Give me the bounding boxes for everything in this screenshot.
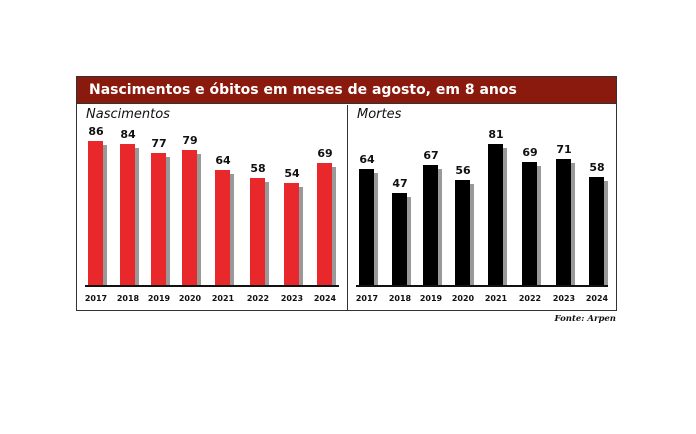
deaths-title: Mortes	[357, 107, 402, 122]
births-bar-shadow	[135, 147, 139, 285]
deaths-bar	[455, 180, 470, 285]
births-year-label: 2023	[280, 294, 304, 303]
deaths-year-label: 2021	[484, 294, 508, 303]
births-year-label: 2018	[116, 294, 140, 303]
deaths-bar-shadow	[470, 184, 474, 285]
births-year-label: 2024	[313, 294, 337, 303]
deaths-value-label: 58	[589, 161, 605, 175]
deaths-year-label: 2018	[388, 294, 412, 303]
deaths-bar	[488, 144, 503, 285]
deaths-value-label: 81	[488, 128, 504, 142]
births-value-label: 79	[182, 134, 198, 148]
deaths-bar-shadow	[438, 168, 442, 285]
deaths-value-label: 47	[392, 177, 408, 191]
deaths-bar-shadow	[571, 162, 575, 285]
births-bar	[88, 141, 103, 285]
births-year-label: 2022	[246, 294, 270, 303]
deaths-baseline	[356, 285, 608, 287]
births-year-label: 2021	[211, 294, 235, 303]
births-bar-shadow	[299, 187, 303, 285]
births-value-label: 58	[250, 161, 266, 175]
births-year-label: 2019	[147, 294, 171, 303]
births-bar	[317, 163, 332, 285]
deaths-bar	[522, 161, 537, 285]
births-year-label: 2020	[178, 294, 202, 303]
deaths-value-label: 56	[455, 164, 471, 178]
births-bar	[250, 177, 265, 285]
chart-title: Nascimentos e óbitos em meses de agosto,…	[77, 77, 616, 104]
deaths-year-label: 2017	[355, 294, 379, 303]
births-value-label: 77	[151, 136, 167, 150]
deaths-value-label: 64	[359, 152, 375, 166]
deaths-year-label: 2023	[552, 294, 576, 303]
deaths-bar-shadow	[407, 197, 411, 285]
deaths-bar-shadow	[503, 148, 507, 285]
deaths-year-label: 2020	[451, 294, 475, 303]
births-baseline	[85, 285, 339, 287]
births-bar	[284, 183, 299, 285]
source-note: Fonte: Arpen	[554, 314, 616, 324]
births-bar-shadow	[103, 145, 107, 285]
deaths-bar-shadow	[537, 165, 541, 285]
deaths-bar	[392, 193, 407, 285]
deaths-bar	[359, 168, 374, 285]
deaths-bar	[589, 177, 604, 285]
births-value-label: 69	[317, 147, 333, 161]
births-value-label: 54	[284, 167, 300, 181]
births-value-label: 84	[120, 127, 136, 141]
births-bar	[182, 150, 197, 285]
births-bar-shadow	[230, 174, 234, 285]
deaths-year-label: 2024	[585, 294, 609, 303]
births-value-label: 64	[215, 154, 231, 167]
deaths-year-label: 2022	[518, 294, 542, 303]
deaths-bar-shadow	[374, 172, 378, 285]
deaths-panel: Mortes 64 2017 47 2018 67 2019 56 2020 81 2021 69 2…	[348, 105, 616, 310]
births-title: Nascimentos	[86, 107, 170, 122]
deaths-value-label: 71	[556, 142, 572, 156]
deaths-value-label: 69	[522, 145, 538, 159]
births-year-label: 2017	[84, 294, 108, 303]
births-bar-shadow	[197, 154, 201, 285]
deaths-bar-shadow	[604, 181, 608, 285]
births-bar	[151, 152, 166, 285]
chart-frame: Nascimentos e óbitos em meses de agosto,…	[76, 76, 617, 311]
births-bar-shadow	[332, 167, 336, 285]
births-value-label: 86	[88, 125, 104, 139]
deaths-value-label: 67	[423, 148, 439, 162]
deaths-bar	[556, 158, 571, 285]
births-bar	[215, 170, 230, 285]
births-panel: Nascimentos 86 2017 84 2018 77 2019 79 2020 64 20…	[77, 105, 348, 310]
births-bar	[120, 143, 135, 285]
births-bar-shadow	[265, 181, 269, 285]
deaths-year-label: 2019	[419, 294, 443, 303]
deaths-bar	[423, 164, 438, 285]
births-bar-shadow	[166, 156, 170, 285]
